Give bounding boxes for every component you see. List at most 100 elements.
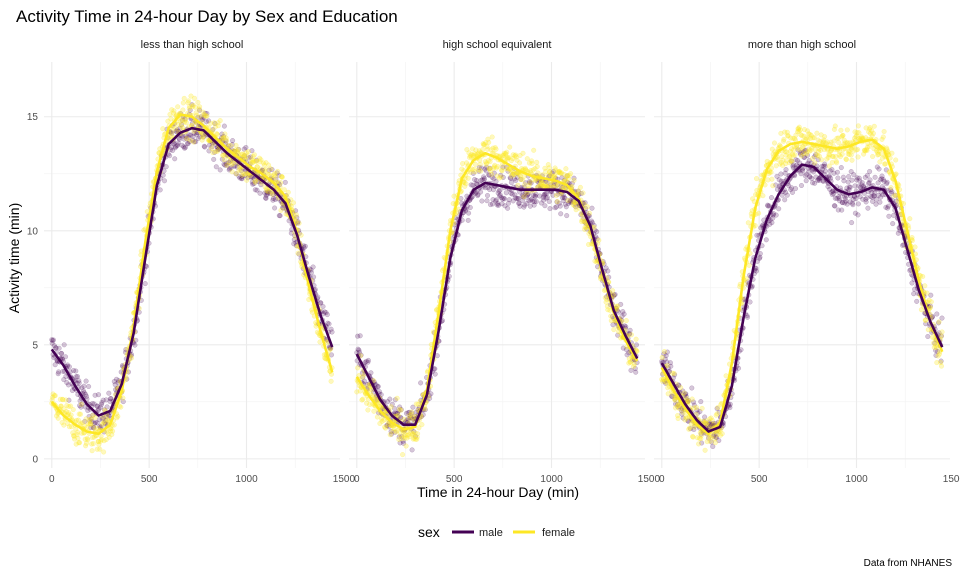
male-point	[87, 418, 93, 424]
female-point	[939, 329, 945, 335]
male-point	[934, 311, 940, 317]
y-axis-title: Activity time (min)	[6, 203, 22, 313]
female-point	[870, 130, 876, 136]
x-tick-label: 1500	[943, 474, 960, 485]
female-point	[70, 407, 76, 413]
male-point	[176, 136, 183, 142]
female-point	[111, 422, 117, 428]
female-point	[719, 431, 725, 437]
male-point	[264, 190, 270, 196]
male-point	[211, 156, 217, 162]
female-point	[96, 441, 102, 448]
male-point	[77, 398, 83, 404]
male-point	[265, 191, 271, 197]
male-point	[94, 420, 100, 426]
male-point	[133, 337, 139, 343]
male-point	[291, 237, 297, 243]
male-point	[183, 133, 189, 139]
female-point	[75, 417, 81, 423]
female-point	[938, 363, 945, 369]
male-point	[375, 383, 381, 389]
male-point	[85, 407, 91, 414]
male-point	[231, 163, 237, 169]
male-point	[86, 413, 92, 420]
male-point	[248, 174, 254, 180]
male-point	[320, 303, 326, 310]
male-point	[432, 371, 438, 377]
male-point	[188, 132, 194, 138]
male-point	[564, 213, 570, 219]
male-point	[276, 172, 282, 178]
male-point	[409, 447, 415, 453]
female-point	[584, 204, 590, 210]
female-point	[227, 142, 233, 148]
female-point	[68, 403, 74, 409]
female-point	[224, 138, 230, 144]
female-point	[180, 107, 186, 113]
female-point	[623, 318, 629, 324]
male-point	[280, 205, 286, 211]
male-point	[172, 145, 178, 151]
male-point	[56, 345, 62, 351]
male-point	[939, 315, 945, 321]
male-point	[226, 167, 232, 173]
female-point	[480, 147, 486, 153]
male-point	[227, 166, 233, 172]
female-point	[712, 440, 718, 446]
female-point	[89, 448, 95, 454]
male-point	[784, 192, 790, 198]
female-point	[97, 446, 103, 452]
female-point	[690, 434, 696, 440]
male-point	[195, 114, 201, 120]
female-point	[244, 177, 250, 183]
female-point	[401, 416, 407, 422]
male-point	[182, 145, 188, 151]
female-point	[495, 163, 501, 170]
female-point	[91, 424, 97, 430]
male-point	[776, 206, 782, 212]
female-point	[517, 160, 523, 166]
male-point	[311, 274, 317, 280]
male-point	[198, 114, 204, 120]
female-point	[753, 176, 760, 182]
female-point	[55, 415, 61, 421]
female-point	[365, 407, 371, 413]
male-point	[106, 413, 112, 419]
male-point	[302, 243, 308, 249]
female-point	[659, 354, 665, 361]
male-point	[270, 195, 276, 202]
male-point	[189, 120, 195, 127]
y-tick-label: 10	[27, 226, 39, 237]
female-point	[687, 425, 693, 431]
male-point	[190, 133, 196, 139]
male-point	[223, 138, 229, 144]
female-point	[395, 412, 401, 418]
female-point	[415, 431, 421, 437]
x-tick-label: 1000	[845, 474, 868, 485]
male-point	[222, 162, 228, 168]
male-point	[277, 213, 283, 219]
female-point	[68, 424, 75, 430]
male-point	[82, 404, 88, 410]
male-point	[120, 399, 126, 405]
male-point	[83, 393, 90, 399]
male-point	[258, 182, 264, 188]
male-point	[886, 213, 892, 219]
male-point	[533, 198, 539, 205]
male-point	[182, 144, 189, 150]
male-point	[221, 134, 227, 140]
male-point	[478, 189, 484, 195]
male-point	[161, 178, 168, 184]
female-point	[269, 191, 275, 197]
male-point	[92, 392, 98, 398]
male-point	[201, 143, 207, 149]
male-point	[778, 171, 784, 177]
female-point	[61, 406, 67, 412]
female-point	[73, 441, 79, 447]
female-point	[781, 136, 787, 142]
male-point	[61, 342, 67, 348]
male-point	[187, 107, 193, 113]
male-point	[911, 291, 917, 297]
male-point	[107, 396, 114, 402]
male-point	[219, 131, 225, 137]
